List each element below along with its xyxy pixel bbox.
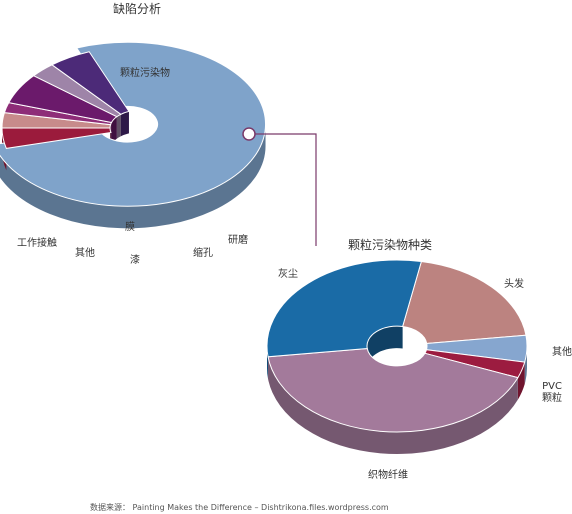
chart-title-particles: 颗粒污染物种类 (348, 237, 432, 252)
slice-1-4 (266, 259, 423, 358)
slice-label-0-2: 缩孔 (193, 246, 213, 259)
slice-hole-0-4 (111, 116, 117, 145)
connector-marker (242, 127, 256, 141)
slice-side-1-3 (268, 356, 518, 455)
slice-1-3 (267, 347, 519, 433)
slice-label-1-2: PVC 颗粒 (542, 381, 562, 404)
slice-label-1-4: 灰尘 (278, 267, 298, 280)
slice-0-6 (51, 51, 130, 115)
slice-label-0-3: 膜 (125, 221, 135, 233)
slice-0-0 (0, 41, 267, 207)
slice-hole-1-4 (367, 326, 403, 368)
slice-label-0-6: 工作接触 (17, 236, 57, 249)
slice-label-0-4: 漆 (130, 253, 140, 266)
slice-1-0 (401, 260, 527, 345)
slice-label-1-0: 头发 (504, 277, 524, 290)
connector-line (255, 133, 317, 246)
slice-label-0-5: 其他 (75, 246, 95, 259)
slice-label-1-1: 其他 (552, 345, 572, 358)
slice-label-0-0: 颗粒污染物 (120, 66, 170, 79)
source-note: 数据来源： Painting Makes the Difference – Di… (90, 502, 389, 512)
slice-side-1-2 (517, 362, 525, 400)
slice-label-0-1: 研磨 (228, 234, 248, 246)
slice-hole-0-6 (120, 111, 129, 137)
slice-hole-0-5 (116, 114, 121, 139)
slice-label-1-3: 织物纤维 (368, 468, 408, 481)
slice-side-0-0 (0, 124, 266, 229)
chart-title-defects: 缺陷分析 (113, 1, 161, 16)
